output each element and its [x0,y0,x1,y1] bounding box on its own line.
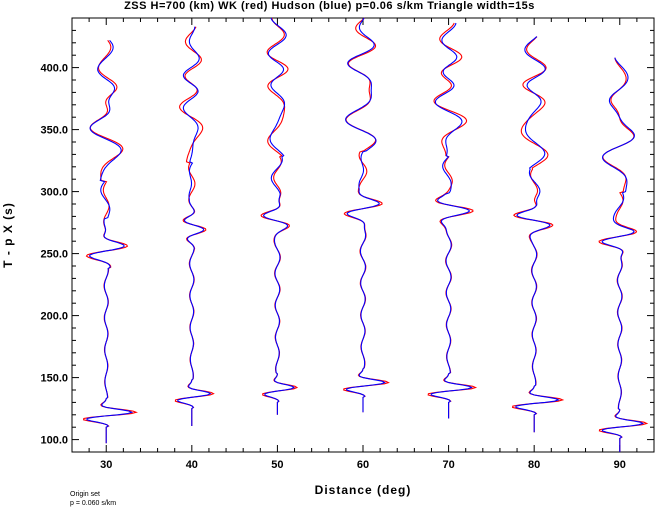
x-tick-label: 40 [186,459,198,471]
hudson-trace-30 [86,39,134,444]
wk-trace-60 [343,17,390,413]
trace-group [82,17,649,452]
origin-note: Origin set [70,491,100,498]
plot-frame [71,17,655,453]
y-tick-label: 100.0 [40,435,68,447]
chart-title: ZSS H=700 (km) WK (red) Hudson (blue) p=… [124,0,535,12]
y-tick-label: 350.0 [40,125,68,137]
hudson-trace-40 [177,26,212,426]
x-axis: 30 40 50 60 70 80 90 [88,18,655,471]
x-tick-label: 90 [614,459,626,471]
x-tick-label: 30 [100,459,112,471]
y-axis-label: T - p X (s) [1,202,15,268]
wk-trace-30 [82,39,138,444]
y-tick-label: 300.0 [40,187,68,199]
hudson-trace-70 [430,22,473,419]
y-tick-label: 200.0 [40,311,68,323]
y-axis: 100.0 150.0 200.0 250.0 300.0 350.0 400.0 [40,29,654,447]
x-tick-label: 70 [442,459,454,471]
x-tick-label: 50 [271,459,283,471]
y-tick-label: 250.0 [40,249,68,261]
x-tick-label: 60 [357,459,369,471]
hudson-trace-50 [262,17,295,415]
wk-trace-90 [598,57,649,452]
hudson-trace-80 [515,36,560,433]
hudson-trace-60 [345,17,386,413]
y-tick-label: 400.0 [40,63,68,75]
y-tick-label: 150.0 [40,373,68,385]
hudson-trace-90 [601,57,645,452]
x-axis-label: Distance (deg) [315,483,412,497]
slowness-note: p = 0.060 s/km [70,500,117,507]
x-tick-label: 80 [528,459,540,471]
